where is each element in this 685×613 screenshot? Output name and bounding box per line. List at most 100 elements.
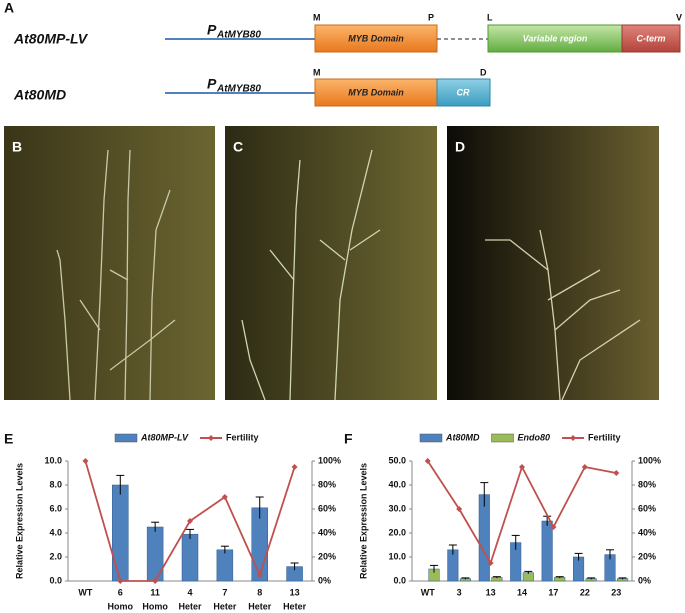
- y2-tick-label: 20%: [318, 551, 336, 561]
- y2-tick-label: 60%: [638, 503, 656, 513]
- domain-box: [314, 78, 438, 107]
- point: [152, 578, 159, 584]
- bar: [478, 494, 490, 582]
- x-tick-label: 23: [611, 587, 621, 597]
- y2-tick-label: 0%: [638, 575, 651, 585]
- x-tick-label: 13: [486, 587, 496, 597]
- x-group-label: Heter: [178, 601, 202, 611]
- y-tick-label: 10.0: [388, 551, 406, 561]
- promoter: P: [207, 22, 217, 38]
- legend-label: Endo80: [518, 432, 551, 442]
- point: [117, 578, 124, 584]
- point: [550, 524, 557, 530]
- x-tick-label: 17: [548, 587, 558, 597]
- y-axis-title: Relative Expression Levels: [14, 463, 24, 579]
- point: [487, 560, 494, 566]
- photo: C: [225, 126, 437, 401]
- promoter-sub: AtMYB80: [216, 30, 261, 41]
- marker: P: [428, 12, 434, 22]
- promoter-sub: AtMYB80: [216, 84, 261, 95]
- y2-tick-label: 100%: [318, 455, 341, 465]
- y2-tick-label: 20%: [638, 551, 656, 561]
- point: [581, 464, 588, 470]
- legend-swatch: [570, 435, 577, 441]
- point: [519, 464, 525, 470]
- y-tick-label: 4.0: [49, 527, 62, 537]
- panel-label: F: [344, 431, 353, 447]
- y-tick-label: 8.0: [49, 479, 62, 489]
- legend-swatch: [491, 433, 514, 443]
- marker: M: [313, 67, 321, 77]
- legend-label: At80MP-LV: [140, 432, 189, 442]
- marker: D: [480, 67, 487, 77]
- domain-box: [621, 24, 681, 53]
- point: [291, 464, 298, 470]
- photo: B: [4, 126, 215, 401]
- x-group-label: Heter: [248, 601, 272, 611]
- y2-tick-label: 80%: [638, 479, 656, 489]
- point: [424, 458, 431, 464]
- legend-swatch: [208, 435, 215, 441]
- x-tick-label: 7: [222, 587, 227, 597]
- domain-label: Variable region: [523, 33, 588, 43]
- y-tick-label: 0.0: [393, 575, 406, 585]
- construct-name: At80MP-LV: [13, 31, 89, 47]
- y-tick-label: 10.0: [44, 455, 62, 465]
- point: [187, 518, 193, 524]
- x-tick-label: WT: [78, 587, 92, 597]
- marker: M: [313, 12, 321, 22]
- line: [426, 460, 617, 566]
- panel-label: A: [4, 0, 14, 16]
- x-tick-label: 14: [517, 587, 527, 597]
- y-axis-title: Relative Expression Levels: [358, 463, 368, 579]
- domain-label: CR: [457, 87, 470, 97]
- x-tick-label: 3: [457, 587, 462, 597]
- bar: [216, 549, 234, 582]
- domain-label: MYB Domain: [348, 33, 404, 43]
- bar: [112, 484, 129, 582]
- photo: D: [447, 126, 659, 401]
- point: [613, 470, 620, 476]
- legend-label: Fertility: [226, 432, 259, 442]
- panel-label: B: [12, 139, 22, 155]
- x-group-label: Homo: [142, 601, 168, 611]
- y-tick-label: 40.0: [388, 479, 406, 489]
- panel-label: E: [4, 431, 13, 447]
- bar: [522, 572, 534, 582]
- y2-tick-label: 0%: [318, 575, 331, 585]
- x-tick-label: 4: [187, 587, 192, 597]
- x-tick-label: WT: [421, 587, 435, 597]
- construct-name: At80MD: [13, 87, 66, 103]
- x-group-label: Heter: [283, 601, 307, 611]
- y2-tick-label: 40%: [318, 527, 336, 537]
- x-group-label: Homo: [108, 601, 134, 611]
- y-tick-label: 50.0: [388, 455, 406, 465]
- x-tick-label: 8: [257, 587, 262, 597]
- legend-swatch: [114, 433, 138, 443]
- legend-label: Fertility: [588, 432, 621, 442]
- bar: [251, 507, 268, 582]
- x-tick-label: 6: [118, 587, 123, 597]
- point: [456, 506, 463, 512]
- domain-box: [487, 24, 623, 53]
- y-tick-label: 30.0: [388, 503, 406, 513]
- panel-label: D: [455, 139, 465, 155]
- domain-label: C-term: [636, 33, 665, 43]
- domain-label: MYB Domain: [348, 87, 404, 97]
- y2-tick-label: 40%: [638, 527, 656, 537]
- bar: [541, 520, 553, 582]
- promoter: P: [207, 76, 217, 92]
- legend-label: At80MD: [445, 432, 480, 442]
- point: [82, 458, 89, 464]
- y-tick-label: 6.0: [49, 503, 62, 513]
- bar: [181, 533, 199, 582]
- y2-tick-label: 60%: [318, 503, 336, 513]
- point: [221, 494, 228, 500]
- x-group-label: Heter: [213, 601, 237, 611]
- marker: L: [487, 12, 493, 22]
- x-tick-label: 13: [290, 587, 300, 597]
- y-tick-label: 2.0: [49, 551, 62, 561]
- y-tick-label: 0.0: [49, 575, 62, 585]
- legend-swatch: [419, 433, 443, 443]
